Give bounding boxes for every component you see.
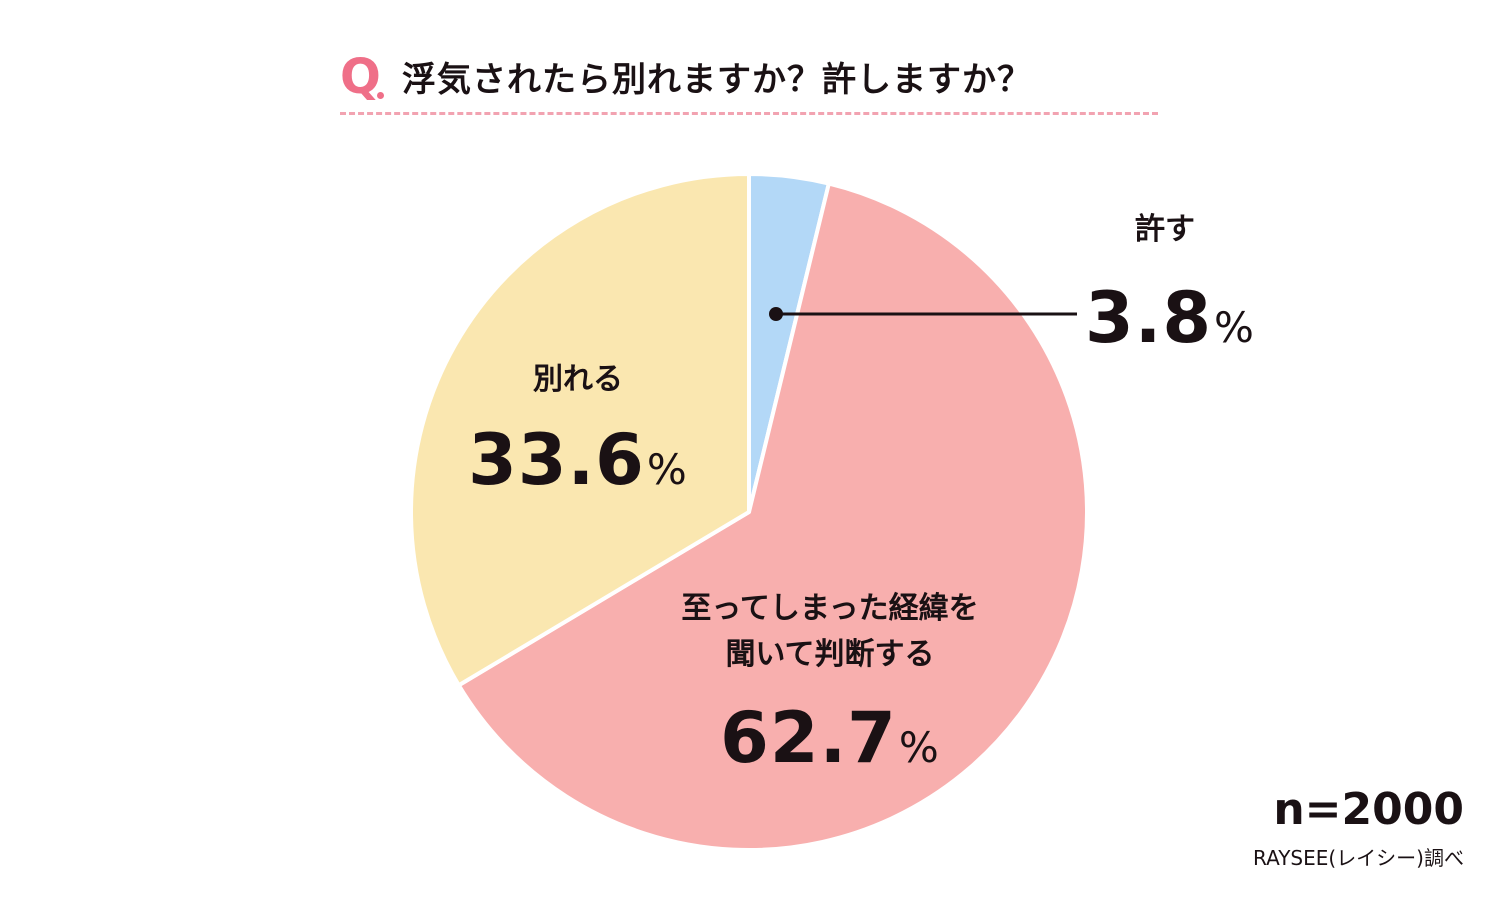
slice-value-number: 3.8 bbox=[1085, 277, 1213, 359]
slice-label-handan-line1: 至ってしまった経緯を bbox=[681, 591, 979, 626]
slice-value-yurusu: 3.8% bbox=[1080, 280, 1260, 366]
slice-value-unit: % bbox=[898, 723, 940, 772]
slice-value-number: 33.6 bbox=[468, 419, 645, 501]
sample-size: n=2000 bbox=[1273, 784, 1464, 835]
slice-label-wakareru: 別れる bbox=[533, 362, 623, 397]
source-note: RAYSEE(レイシー)調べ bbox=[1252, 846, 1464, 870]
q-mark-icon: Q bbox=[340, 49, 381, 105]
slice-value-number: 62.7 bbox=[720, 697, 897, 779]
pie-slice-1 bbox=[456, 181, 1089, 852]
chart-title-block: Q 浮気されたら別れますか？許しますか？ bbox=[340, 52, 1160, 116]
slice-value-unit: % bbox=[1214, 303, 1255, 352]
slice-label-handan-line2: 聞いて判断する bbox=[725, 637, 935, 672]
slice-label-yurusu: 許す bbox=[1135, 212, 1195, 247]
leader-dot-yurusu bbox=[769, 307, 783, 321]
pie-slices bbox=[409, 172, 1089, 852]
q-dot-icon bbox=[377, 92, 384, 99]
pie-slice-2 bbox=[409, 172, 751, 688]
slice-value-unit: % bbox=[646, 445, 688, 494]
slice-value-wakareru: 33.6% bbox=[468, 422, 688, 508]
title-dashed-underline bbox=[340, 112, 1158, 115]
chart-title: 浮気されたら別れますか？許しますか？ bbox=[402, 60, 1032, 100]
slice-value-handan: 62.7% bbox=[720, 700, 940, 786]
